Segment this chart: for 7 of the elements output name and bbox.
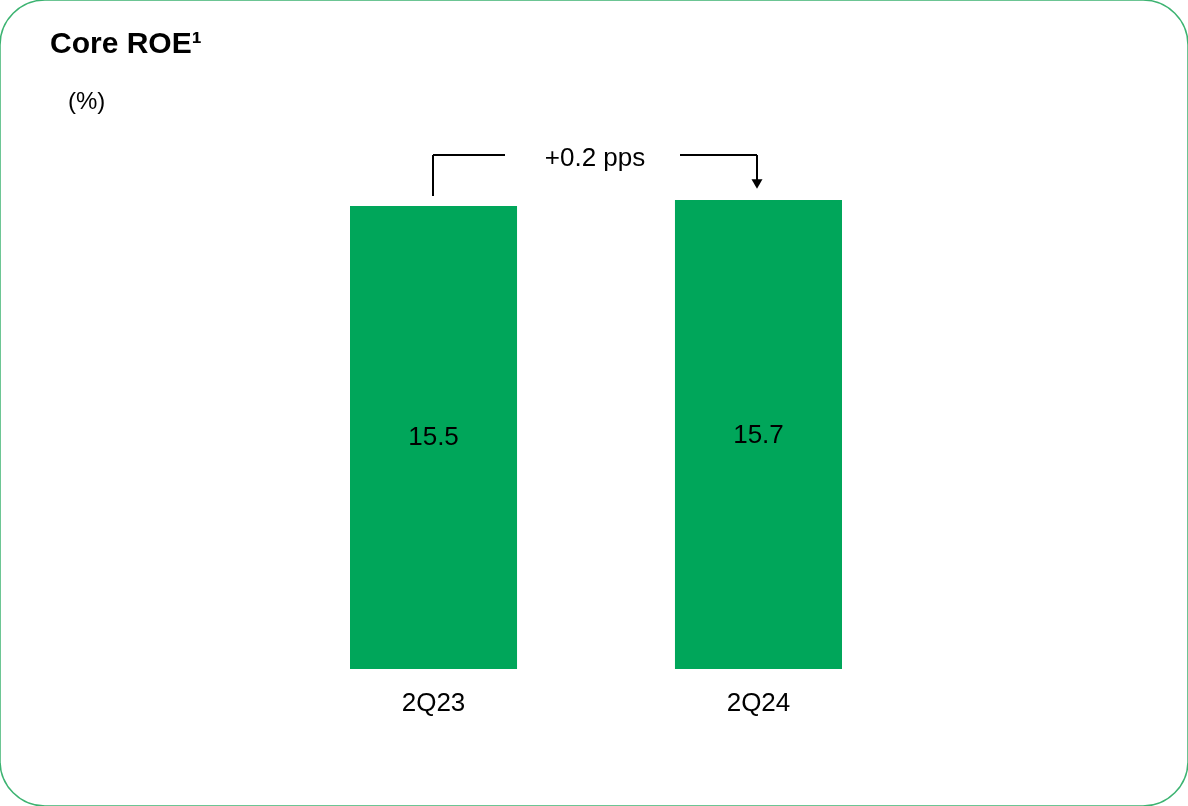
text: +0.2 pps bbox=[544, 142, 646, 172]
data-label: 15.5 bbox=[408, 421, 459, 452]
x-tick-label: 2Q23 bbox=[401, 686, 466, 717]
chart-subtitle: (%) bbox=[68, 87, 106, 114]
data-label: 15.7 bbox=[733, 418, 784, 449]
chart-title: Core ROE¹ bbox=[50, 26, 202, 59]
x-tick-label: 2Q24 bbox=[726, 686, 791, 717]
